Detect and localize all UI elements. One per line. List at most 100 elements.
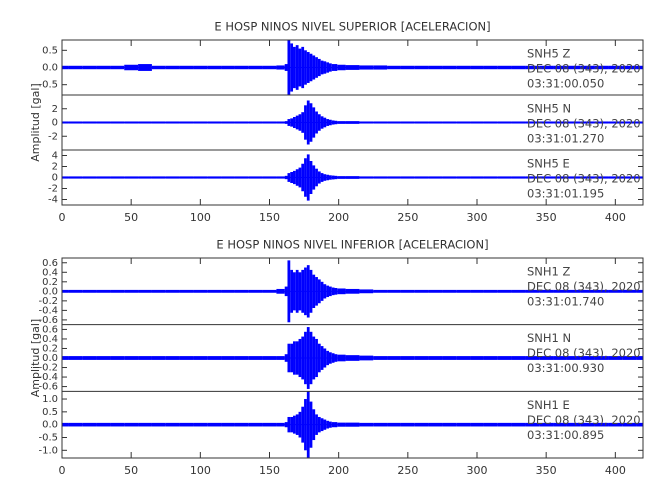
trace-envelope — [312, 55, 316, 80]
trace-envelope — [221, 422, 235, 427]
trace-envelope — [207, 176, 222, 179]
trace-envelope — [326, 285, 329, 298]
trace-envelope — [262, 121, 277, 124]
trace-envelope — [553, 121, 567, 124]
trace-envelope — [470, 121, 484, 124]
trace-envelope — [284, 64, 288, 71]
trace-envelope — [636, 289, 643, 293]
trace-envelope — [566, 65, 581, 70]
trace-envelope — [312, 336, 316, 380]
trace-envelope — [334, 288, 338, 295]
x-tick-label: 200 — [328, 211, 349, 224]
trace-envelope — [483, 65, 498, 70]
trace-annotation: 03:31:00.930 — [527, 361, 604, 375]
trace-envelope — [151, 176, 166, 179]
trace-envelope — [317, 114, 321, 131]
trace-envelope — [312, 274, 316, 308]
trace-envelope — [328, 175, 332, 180]
trace-envelope — [323, 419, 327, 430]
x-tick-label: 150 — [259, 464, 280, 477]
trace-envelope — [138, 64, 152, 71]
trace-envelope — [359, 176, 374, 179]
panel-title: E HOSP NINOS NIVEL INFERIOR [ACELERACION… — [216, 238, 488, 252]
trace-envelope — [290, 43, 294, 92]
trace-annotation: DEC 08 (343), 2020 — [527, 117, 641, 131]
y-tick-label: 0.2 — [42, 343, 58, 354]
trace-envelope — [284, 422, 288, 428]
trace-envelope — [428, 176, 443, 179]
trace-envelope — [207, 121, 222, 124]
trace-envelope — [62, 65, 69, 70]
trace-envelope — [414, 121, 429, 124]
trace-envelope — [387, 65, 401, 70]
trace-envelope — [298, 338, 302, 378]
trace-envelope — [193, 356, 208, 360]
trace-envelope — [284, 121, 288, 124]
trace-envelope — [566, 356, 581, 360]
trace-envelope — [138, 289, 152, 293]
trace-envelope — [323, 284, 327, 299]
y-tick-label: -0.6 — [38, 315, 58, 326]
trace-envelope — [179, 121, 194, 124]
trace-envelope — [359, 422, 374, 427]
y-tick-label: -0.4 — [38, 305, 58, 316]
y-tick-label: -0.5 — [38, 80, 58, 91]
plot-frame — [61, 257, 644, 459]
trace-envelope — [442, 121, 457, 124]
trace-envelope — [284, 354, 288, 362]
trace-envelope — [293, 415, 296, 434]
trace-envelope — [262, 289, 277, 293]
trace-envelope — [193, 176, 208, 179]
trace-envelope — [497, 356, 512, 360]
trace-envelope — [295, 115, 299, 130]
trace-envelope — [304, 50, 307, 85]
trace-envelope — [580, 289, 595, 293]
trace-envelope — [337, 354, 346, 362]
trace-envelope — [124, 422, 139, 427]
trace-envelope — [414, 356, 429, 360]
trace-envelope — [110, 422, 125, 427]
trace-envelope — [320, 60, 324, 75]
trace-envelope — [525, 289, 540, 293]
trace-envelope — [295, 269, 299, 313]
trace-envelope — [290, 416, 294, 433]
trace-envelope — [456, 121, 471, 124]
trace-envelope — [312, 409, 316, 441]
trace-envelope — [82, 65, 97, 70]
y-tick-label: 0.6 — [42, 258, 58, 269]
trace-envelope — [442, 176, 457, 179]
trace-annotation: 03:31:00.895 — [527, 428, 604, 442]
trace-envelope — [511, 176, 526, 179]
trace-envelope — [470, 176, 484, 179]
trace-envelope — [315, 168, 318, 187]
trace-envelope — [110, 356, 125, 360]
y-tick-label: -1.0 — [38, 445, 58, 456]
trace-envelope — [580, 65, 595, 70]
trace-envelope — [594, 289, 609, 293]
trace-annotation: SNH5 N — [527, 102, 571, 116]
trace-envelope — [276, 121, 285, 124]
y-tick-label: 0.5 — [42, 45, 58, 56]
trace-envelope — [207, 65, 222, 70]
trace-envelope — [309, 53, 313, 82]
trace-envelope — [539, 289, 554, 293]
trace-envelope — [306, 391, 310, 458]
x-tick-label: 350 — [536, 211, 557, 224]
trace-envelope — [345, 121, 360, 124]
y-tick-label: 0.0 — [42, 353, 58, 364]
trace-envelope — [124, 64, 139, 71]
trace-envelope — [234, 121, 249, 124]
x-tick-label: 400 — [605, 211, 626, 224]
trace-envelope — [442, 289, 457, 293]
trace-envelope — [287, 416, 291, 433]
trace-envelope — [497, 289, 512, 293]
trace-envelope — [359, 65, 374, 70]
trace-envelope — [345, 288, 360, 294]
trace-envelope — [323, 61, 327, 74]
trace-envelope — [151, 356, 166, 360]
trace-envelope — [373, 422, 388, 427]
trace-envelope — [328, 119, 332, 126]
y-tick-label: 2 — [52, 104, 58, 115]
trace-envelope — [323, 117, 327, 128]
